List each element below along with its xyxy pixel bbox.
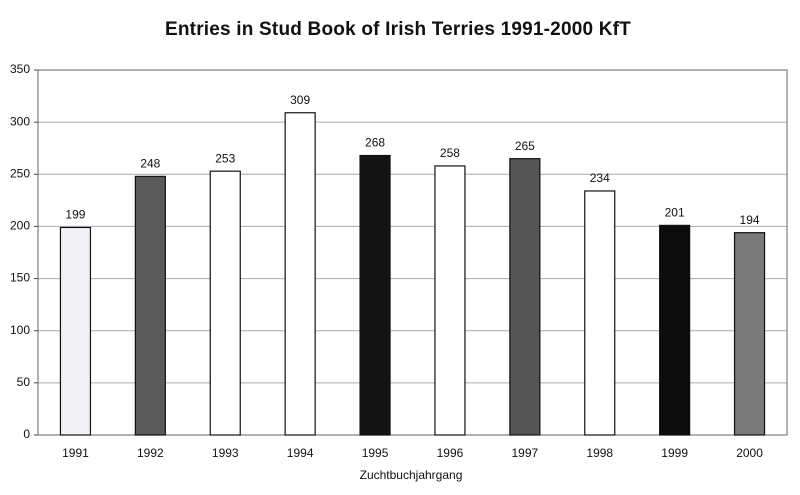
bar bbox=[509, 158, 541, 436]
bar bbox=[284, 112, 316, 436]
value-label: 234 bbox=[590, 171, 610, 185]
bar bbox=[359, 154, 391, 436]
y-tick-label: 250 bbox=[10, 166, 30, 180]
x-tick-label: 1996 bbox=[437, 446, 464, 460]
x-tick-label: 1992 bbox=[137, 446, 164, 460]
value-label: 258 bbox=[440, 146, 460, 160]
value-label: 253 bbox=[215, 151, 235, 165]
y-tick-label: 100 bbox=[10, 323, 30, 337]
y-tick-label: 50 bbox=[17, 375, 31, 389]
chart-title: Entries in Stud Book of Irish Terries 19… bbox=[165, 19, 631, 40]
x-tick-label: 1995 bbox=[362, 446, 389, 460]
y-tick-label: 0 bbox=[23, 427, 30, 441]
x-tick-label: 2000 bbox=[736, 446, 763, 460]
bar bbox=[434, 165, 466, 436]
x-tick-label: 1994 bbox=[287, 446, 314, 460]
value-label: 265 bbox=[515, 139, 535, 153]
x-tick-label: 1993 bbox=[212, 446, 239, 460]
bar bbox=[659, 224, 691, 436]
value-label: 201 bbox=[665, 206, 685, 220]
bar bbox=[59, 226, 92, 436]
value-label: 248 bbox=[140, 157, 160, 171]
y-tick-label: 300 bbox=[10, 114, 30, 128]
bar bbox=[134, 175, 166, 436]
bar bbox=[584, 190, 616, 436]
value-label: 194 bbox=[740, 213, 760, 227]
plot-frame bbox=[37, 69, 788, 436]
x-tick-label: 1997 bbox=[511, 446, 538, 460]
bar bbox=[733, 232, 766, 436]
x-tick-label: 1998 bbox=[586, 446, 613, 460]
y-tick-label: 200 bbox=[10, 219, 30, 233]
x-tick-label: 1999 bbox=[661, 446, 688, 460]
x-axis-label: Zuchtbuchjahrgang bbox=[360, 468, 463, 482]
y-tick-label: 150 bbox=[10, 271, 30, 285]
x-tick-label: 1991 bbox=[62, 446, 89, 460]
value-label: 199 bbox=[65, 208, 85, 222]
y-tick-label: 350 bbox=[10, 62, 30, 76]
value-label: 268 bbox=[365, 136, 385, 150]
bar bbox=[209, 170, 241, 436]
value-label: 309 bbox=[290, 93, 310, 107]
